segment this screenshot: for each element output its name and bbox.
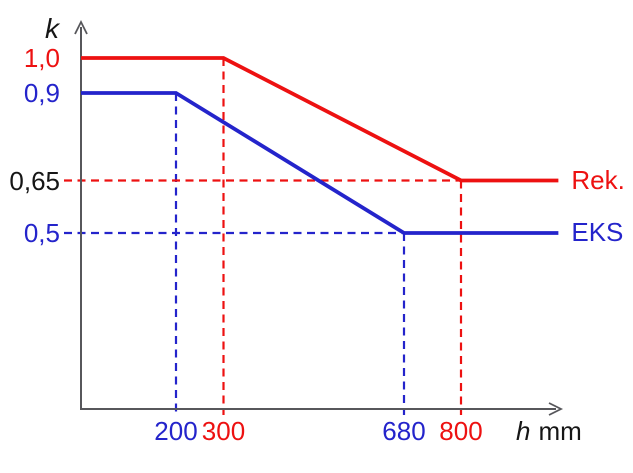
x-tick-label-300: 300 (201, 416, 246, 446)
series-label-rek: Rek. (571, 164, 625, 195)
series-line-rek (81, 56, 559, 183)
x-axis-unit: mm (538, 416, 582, 446)
series-label-eks: EKS (571, 217, 624, 247)
y-tick-label-0-9: 0,9 (23, 78, 60, 108)
y-axis-label: k (45, 13, 59, 44)
y-tick-label-0-5: 0,5 (23, 218, 60, 248)
x-axis-label: h mm (516, 416, 582, 446)
x-tick-label-800: 800 (439, 416, 483, 446)
series-line-eks (81, 91, 559, 235)
y-tick-label-1-0: 1,0 (23, 43, 60, 73)
y-tick-label-0-65: 0,65 (9, 165, 60, 196)
x-axis-symbol: h (516, 416, 531, 446)
x-axis-arrow-icon (548, 402, 564, 416)
x-tick-label-680: 680 (382, 416, 426, 446)
y-axis-arrow-icon (74, 19, 88, 35)
x-tick-label-200: 200 (154, 416, 198, 446)
